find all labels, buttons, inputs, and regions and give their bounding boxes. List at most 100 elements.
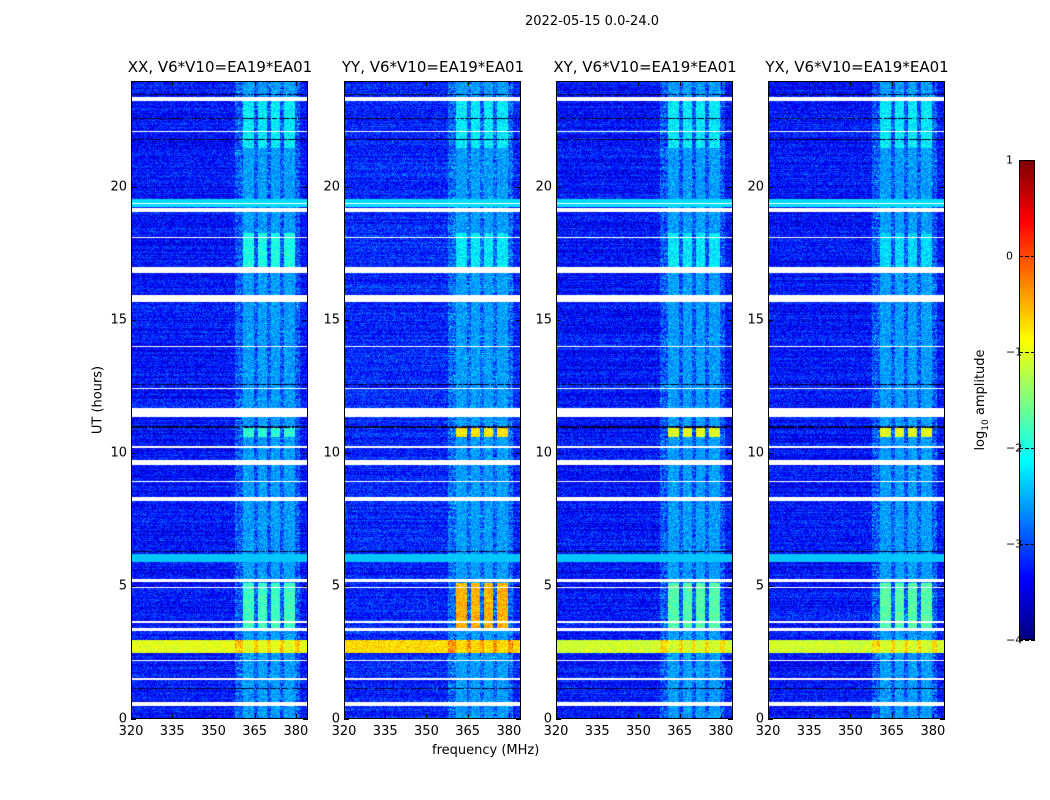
x-tick-mark bbox=[556, 714, 557, 719]
y-tick-mark bbox=[768, 719, 773, 720]
x-tick-mark bbox=[213, 714, 215, 719]
x-tick-mark bbox=[809, 81, 811, 86]
x-tick-mark bbox=[597, 714, 599, 719]
x-tick-label: 380 bbox=[708, 724, 734, 739]
waterfall-panel bbox=[131, 81, 308, 719]
x-tick-mark bbox=[344, 81, 345, 86]
y-tick-mark bbox=[131, 453, 136, 455]
x-tick-mark bbox=[467, 81, 469, 86]
x-tick-mark bbox=[385, 714, 387, 719]
y-tick-mark bbox=[768, 187, 773, 189]
colorbar-tick-mark bbox=[1019, 160, 1035, 161]
x-tick-label: 365 bbox=[879, 724, 905, 739]
x-tick-label: 350 bbox=[838, 724, 863, 739]
x-tick-label: 335 bbox=[159, 724, 185, 739]
colorbar-tick-label: 0 bbox=[1006, 249, 1013, 263]
x-tick-mark bbox=[254, 81, 256, 86]
y-tick-label: 0 bbox=[543, 711, 552, 727]
y-tick-label: 20 bbox=[323, 179, 340, 195]
waterfall-panel bbox=[344, 81, 521, 719]
y-tick-mark bbox=[768, 453, 773, 455]
panel-title: XY, V6*V10=EA19*EA01 bbox=[553, 58, 737, 76]
x-tick-label: 380 bbox=[496, 724, 522, 739]
x-tick-label: 380 bbox=[920, 724, 946, 739]
y-tick-mark bbox=[728, 187, 733, 189]
x-tick-label: 335 bbox=[584, 724, 610, 739]
waterfall-panel bbox=[768, 81, 945, 719]
x-tick-label: 365 bbox=[667, 724, 693, 739]
x-tick-mark bbox=[344, 714, 345, 719]
y-tick-label: 5 bbox=[118, 578, 127, 594]
x-tick-mark bbox=[720, 81, 722, 86]
y-tick-label: 15 bbox=[747, 312, 764, 328]
colorbar-tick-label: −2 bbox=[1006, 441, 1023, 455]
y-tick-mark bbox=[728, 320, 733, 322]
heatmap-image bbox=[557, 82, 732, 718]
y-tick-label: 5 bbox=[543, 578, 552, 594]
y-tick-mark bbox=[556, 586, 561, 588]
x-tick-label: 365 bbox=[455, 724, 481, 739]
x-tick-mark bbox=[508, 81, 510, 86]
x-tick-mark bbox=[385, 81, 387, 86]
figure-title: 2022-05-15 0.0-24.0 bbox=[525, 14, 659, 29]
x-tick-mark bbox=[679, 714, 681, 719]
y-tick-mark bbox=[516, 187, 521, 189]
x-tick-mark bbox=[850, 714, 852, 719]
y-tick-mark bbox=[940, 320, 945, 322]
y-tick-mark bbox=[344, 586, 349, 588]
y-tick-mark bbox=[728, 453, 733, 455]
x-tick-mark bbox=[295, 714, 297, 719]
x-tick-mark bbox=[768, 81, 769, 86]
x-tick-mark bbox=[932, 81, 934, 86]
y-tick-mark bbox=[940, 586, 945, 588]
colorbar-tick-label: −3 bbox=[1006, 537, 1023, 551]
y-tick-mark bbox=[768, 320, 773, 322]
y-tick-mark bbox=[344, 320, 349, 322]
y-tick-mark bbox=[303, 320, 308, 322]
y-tick-label: 20 bbox=[747, 179, 764, 195]
x-axis-label: frequency (MHz) bbox=[432, 743, 540, 758]
y-tick-mark bbox=[303, 719, 308, 720]
y-tick-mark bbox=[728, 586, 733, 588]
colorbar-tick-mark bbox=[1019, 256, 1035, 257]
x-tick-mark bbox=[172, 81, 174, 86]
y-tick-mark bbox=[344, 187, 349, 189]
x-tick-mark bbox=[850, 81, 852, 86]
x-tick-label: 335 bbox=[372, 724, 398, 739]
y-tick-label: 10 bbox=[323, 445, 340, 461]
heatmap-image bbox=[345, 82, 520, 718]
y-tick-mark bbox=[131, 719, 136, 720]
panel-title: YX, V6*V10=EA19*EA01 bbox=[765, 58, 949, 76]
y-tick-label: 10 bbox=[110, 445, 127, 461]
x-tick-mark bbox=[131, 714, 132, 719]
colorbar-tick-label: −4 bbox=[1006, 633, 1023, 647]
y-tick-mark bbox=[516, 320, 521, 322]
panel-title: XX, V6*V10=EA19*EA01 bbox=[127, 58, 313, 76]
y-axis-label: UT (hours) bbox=[90, 365, 106, 435]
y-tick-mark bbox=[344, 719, 349, 720]
x-tick-label: 320 bbox=[331, 724, 357, 739]
x-tick-mark bbox=[597, 81, 599, 86]
y-tick-mark bbox=[303, 187, 308, 189]
x-tick-mark bbox=[426, 714, 428, 719]
y-tick-mark bbox=[131, 586, 136, 588]
x-tick-mark bbox=[720, 714, 722, 719]
x-tick-label: 350 bbox=[626, 724, 651, 739]
y-tick-label: 0 bbox=[331, 711, 340, 727]
y-tick-mark bbox=[556, 320, 561, 322]
x-tick-mark bbox=[679, 81, 681, 86]
y-tick-mark bbox=[940, 187, 945, 189]
x-tick-mark bbox=[638, 81, 640, 86]
x-tick-label: 350 bbox=[201, 724, 226, 739]
y-tick-mark bbox=[768, 586, 773, 588]
y-tick-mark bbox=[940, 453, 945, 455]
x-tick-mark bbox=[254, 714, 256, 719]
x-tick-mark bbox=[426, 81, 428, 86]
y-tick-label: 15 bbox=[535, 312, 552, 328]
heatmap-image bbox=[769, 82, 944, 718]
x-tick-label: 320 bbox=[755, 724, 781, 739]
x-tick-mark bbox=[768, 714, 769, 719]
x-tick-mark bbox=[295, 81, 297, 86]
x-tick-mark bbox=[467, 714, 469, 719]
colorbar-tick-mark bbox=[1019, 640, 1035, 641]
